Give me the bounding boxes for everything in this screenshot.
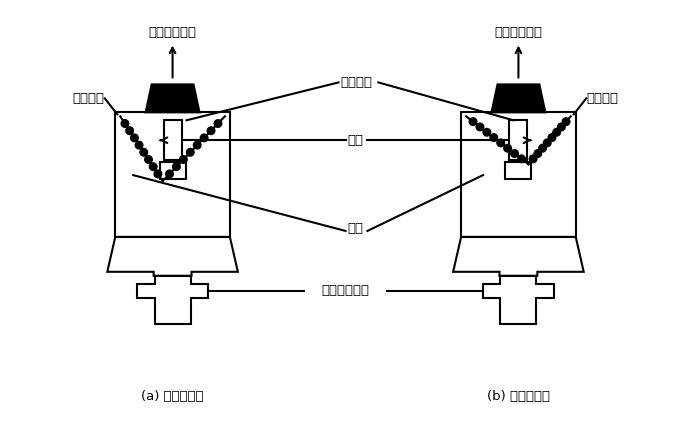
Circle shape [200,134,208,142]
Text: 弹簧: 弹簧 [348,134,363,147]
Circle shape [149,163,157,170]
Circle shape [173,163,180,170]
Circle shape [558,123,565,131]
Polygon shape [146,84,200,112]
Circle shape [490,134,498,141]
Circle shape [543,139,551,147]
Text: 接机油压力表: 接机油压力表 [495,26,542,38]
Circle shape [144,156,152,163]
Circle shape [562,118,570,125]
Text: 膜片: 膜片 [348,222,363,235]
Circle shape [553,128,560,136]
Circle shape [193,141,201,149]
Text: 可变电阻: 可变电阻 [586,92,618,105]
Circle shape [504,144,511,152]
Circle shape [548,134,556,141]
Circle shape [187,149,194,156]
Circle shape [154,170,162,178]
Polygon shape [491,84,545,112]
Circle shape [135,141,143,149]
Text: (b) 油压升高时: (b) 油压升高时 [487,390,550,403]
Circle shape [469,118,477,125]
Circle shape [511,150,518,157]
Circle shape [214,120,222,127]
Circle shape [166,170,173,178]
Text: 滑动触臂: 滑动触臂 [341,76,372,89]
Circle shape [121,120,129,127]
Circle shape [497,139,504,147]
Circle shape [483,128,491,136]
Circle shape [180,156,187,163]
Circle shape [207,127,215,135]
Circle shape [131,134,138,142]
Circle shape [518,155,525,162]
Text: 润滑油道接口: 润滑油道接口 [321,284,370,297]
Circle shape [534,150,542,157]
Text: 接机油压力表: 接机油压力表 [149,26,196,38]
Circle shape [529,155,537,162]
Circle shape [126,127,133,135]
Circle shape [476,123,484,131]
Text: 可变电阻: 可变电阻 [73,92,105,105]
Circle shape [539,144,547,152]
Circle shape [140,149,148,156]
Text: (a) 油压下降时: (a) 油压下降时 [141,390,204,403]
